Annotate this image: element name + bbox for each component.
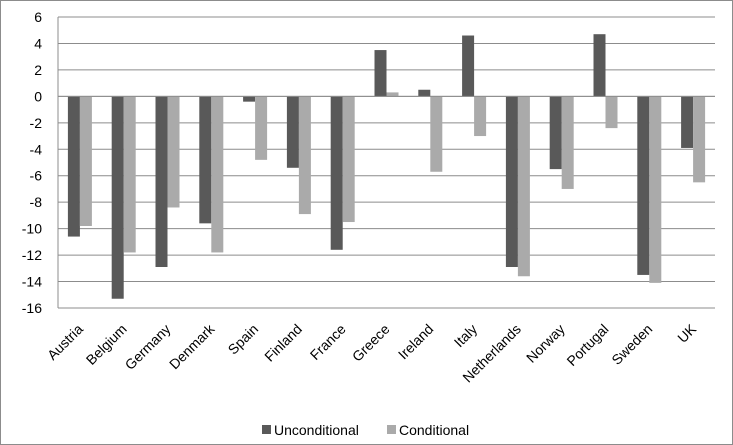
y-tick-label: -16 [22,300,42,316]
bar-unconditional-belgium [111,96,124,299]
bar-conditional-netherlands [517,96,530,277]
bar-conditional-uk [693,96,706,183]
y-tick-label: -2 [30,115,43,131]
bar-unconditional-austria [67,96,80,237]
bar-conditional-finland [298,96,311,215]
bar-conditional-austria [79,96,92,226]
bar-conditional-ireland [430,96,443,172]
bar-unconditional-italy [462,35,475,97]
bar-unconditional-greece [374,50,387,97]
x-tick-label: Norway [523,321,568,366]
bar-conditional-denmark [211,96,224,253]
legend-label-unconditional: Unconditional [274,422,359,438]
legend-label-conditional: Conditional [399,422,469,438]
bar-unconditional-spain [243,96,256,102]
y-tick-label: 0 [34,88,42,104]
bar-unconditional-germany [155,96,168,267]
bar-conditional-germany [167,96,180,208]
y-tick-label: -14 [22,274,42,290]
x-tick-label: Germany [122,321,174,373]
legend-swatch-unconditional [262,425,271,434]
bar-conditional-belgium [123,96,136,253]
bars [58,34,715,299]
x-tick-label: Portugal [563,321,611,369]
x-tick-label: UK [674,320,700,346]
bar-unconditional-ireland [418,89,431,97]
x-tick-label: Sweden [608,321,655,368]
x-tick-label: Ireland [395,321,437,363]
y-axis: 6 4 2 0 -2 -4 -6 -8 -10 -12 -14 -16 [22,9,59,316]
bar-unconditional-finland [286,96,299,168]
y-tick-label: 2 [34,62,42,78]
x-tick-label: Spain [225,321,262,358]
x-tick-label: Greece [349,321,393,365]
y-tick-label: 6 [34,9,42,25]
bar-conditional-france [342,96,355,223]
bar-conditional-greece [386,92,399,97]
bar-unconditional-portugal [593,34,606,97]
y-tick-label: -10 [22,221,42,237]
y-tick-label: -12 [22,247,42,263]
y-tick-label: -6 [30,168,43,184]
bar-unconditional-netherlands [505,96,518,267]
bar-unconditional-france [330,96,343,250]
bar-unconditional-sweden [637,96,650,275]
x-tick-label: France [307,321,349,363]
bar-conditional-portugal [605,96,618,129]
bar-unconditional-norway [549,96,562,170]
x-tick-label: Finland [261,321,305,365]
bar-unconditional-denmark [199,96,212,224]
bar-conditional-spain [255,96,268,160]
x-tick-label: Italy [451,321,480,350]
x-tick-label: Denmark [166,320,218,372]
bar-conditional-sweden [649,96,662,283]
bar-conditional-norway [561,96,574,189]
bar-unconditional-uk [681,96,694,148]
legend-swatch-conditional [387,425,396,434]
y-tick-label: -8 [30,194,43,210]
y-tick-label: 4 [34,35,42,51]
bar-conditional-italy [474,96,487,137]
x-tick-label: Austria [44,321,86,363]
y-tick-label: -4 [30,141,43,157]
legend: Unconditional Conditional [262,422,469,438]
